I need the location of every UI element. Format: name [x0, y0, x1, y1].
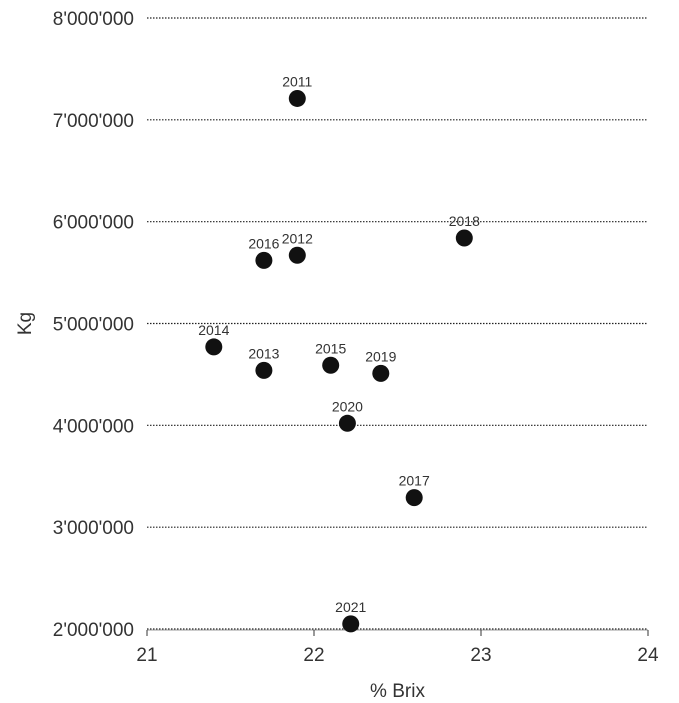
data-point	[288, 246, 306, 264]
data-point-label: 2017	[399, 473, 430, 489]
data-point-label: 2016	[248, 235, 279, 251]
y-tick-label: 3'000'000	[53, 518, 134, 539]
data-point	[205, 338, 223, 356]
y-axis-title: Kg	[15, 312, 36, 335]
x-tick-label: 21	[136, 645, 157, 666]
data-point-label: 2011	[282, 73, 312, 89]
data-points: 2011 2012 2013 2014 2015 2016 2017 2018 2019 2020…	[198, 73, 480, 633]
data-point	[455, 229, 473, 247]
y-tick-label: 5'000'000	[53, 315, 134, 336]
x-axis-title: % Brix	[370, 681, 425, 702]
data-point	[342, 615, 360, 633]
y-tick-label: 8'000'000	[53, 9, 134, 30]
data-point	[372, 364, 390, 382]
data-point	[255, 361, 273, 379]
data-point-label: 2021	[335, 599, 366, 615]
gridlines	[147, 17, 648, 630]
data-point-label: 2013	[248, 345, 279, 361]
data-point-label: 2019	[365, 348, 396, 364]
data-point	[405, 489, 423, 507]
x-tick-label: 24	[637, 645, 659, 666]
data-point	[322, 356, 340, 374]
data-point-label: 2015	[315, 340, 346, 356]
data-point-label: 2012	[282, 230, 313, 246]
x-axis-ticks: 21 22 23 24	[136, 630, 659, 666]
x-tick-label: 22	[303, 645, 324, 666]
data-point	[338, 414, 356, 432]
data-point	[288, 89, 306, 107]
y-axis-tick-labels: 2'000'000 3'000'000 4'000'000 5'000'000 6'00…	[53, 9, 134, 641]
y-tick-label: 6'000'000	[53, 213, 134, 234]
y-tick-label: 7'000'000	[53, 111, 134, 132]
x-tick-label: 23	[470, 645, 491, 666]
data-point-label: 2018	[449, 213, 480, 229]
data-point-label: 2020	[332, 398, 363, 414]
y-tick-label: 2'000'000	[53, 620, 134, 641]
data-point	[255, 251, 273, 269]
data-point-label: 2014	[198, 322, 229, 338]
y-tick-label: 4'000'000	[53, 416, 134, 437]
